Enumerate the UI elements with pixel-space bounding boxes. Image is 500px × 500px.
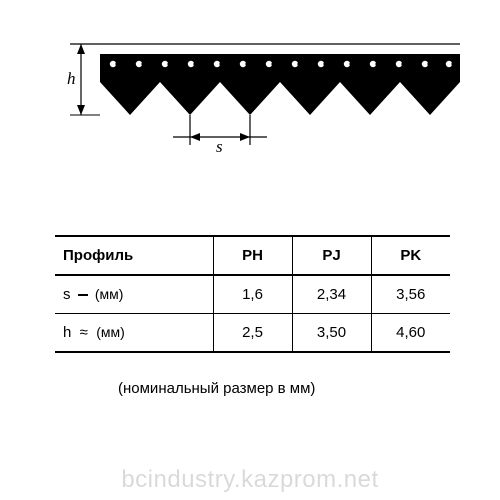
belt-profile-diagram: h s <box>65 40 465 155</box>
s-label: s <box>216 137 223 155</box>
table-row: s (мм) 1,6 2,34 3,56 <box>55 275 450 314</box>
cell-value: 1,6 <box>213 275 292 314</box>
header-pk: PK <box>371 236 450 275</box>
belt-cross-section <box>100 54 460 115</box>
footnote-text: (номинальный размер в мм) <box>118 380 315 397</box>
cell-value: 3,56 <box>371 275 450 314</box>
dash-icon <box>78 294 88 296</box>
header-ph: PH <box>213 236 292 275</box>
profile-table: Профиль PH PJ PK s (мм) 1,6 2,34 3,56 h … <box>55 235 450 353</box>
cell-value: 2,5 <box>213 314 292 353</box>
row-s-label: s (мм) <box>55 275 213 314</box>
table-row: h ≈ (мм) 2,5 3,50 4,60 <box>55 314 450 353</box>
header-profile: Профиль <box>55 236 213 275</box>
cell-value: 2,34 <box>292 275 371 314</box>
header-pj: PJ <box>292 236 371 275</box>
table-header-row: Профиль PH PJ PK <box>55 236 450 275</box>
cell-value: 3,50 <box>292 314 371 353</box>
cell-value: 4,60 <box>371 314 450 353</box>
watermark-text: bcindustry.kazprom.net <box>0 466 500 494</box>
row-h-label: h ≈ (мм) <box>55 314 213 353</box>
h-label: h <box>67 69 76 88</box>
